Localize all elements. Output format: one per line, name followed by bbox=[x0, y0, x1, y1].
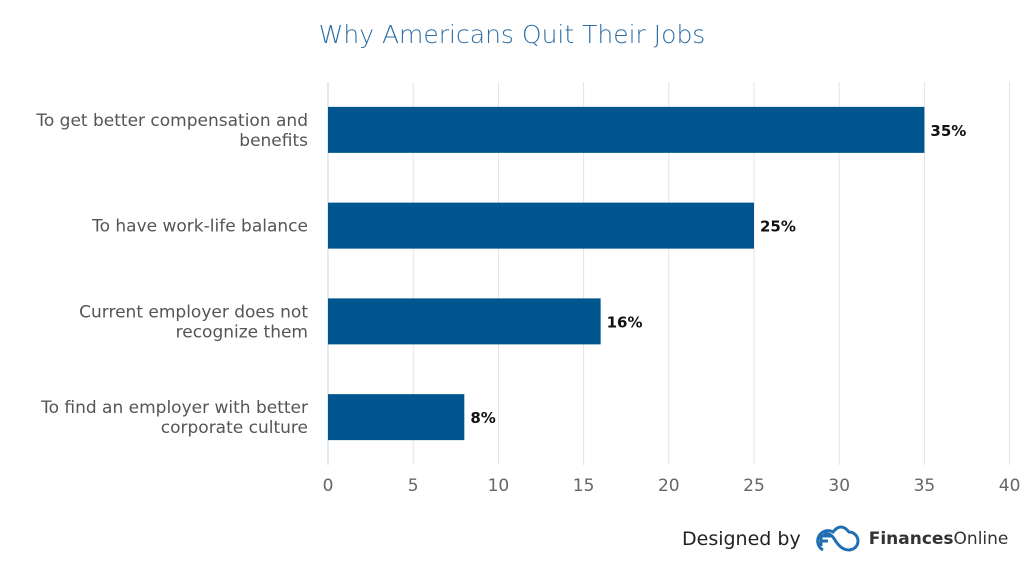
chart-title: Why Americans Quit Their Jobs bbox=[318, 20, 706, 49]
x-tick-label: 30 bbox=[828, 476, 850, 496]
data-label: 25% bbox=[760, 218, 796, 236]
category-label: To have work-life balance bbox=[91, 217, 308, 237]
designed-by-label: Designed by bbox=[682, 528, 801, 550]
x-tick-label: 25 bbox=[743, 476, 765, 496]
data-label: 35% bbox=[930, 122, 966, 140]
x-tick-label: 0 bbox=[323, 476, 334, 496]
bar bbox=[328, 202, 754, 249]
x-tick-label: 15 bbox=[573, 476, 595, 496]
category-label: To find an employer with better bbox=[40, 398, 308, 418]
footer-credit: Designed by FinancesOnline bbox=[682, 524, 1008, 554]
x-tick-label: 10 bbox=[488, 476, 510, 496]
brand-name: FinancesOnline bbox=[868, 529, 1009, 549]
x-tick-label: 40 bbox=[999, 476, 1021, 496]
bar bbox=[328, 106, 925, 153]
data-label: 16% bbox=[607, 313, 643, 331]
data-label: 8% bbox=[470, 409, 495, 427]
category-label: recognize them bbox=[176, 322, 308, 342]
category-label: Current employer does not bbox=[79, 302, 308, 322]
category-label: To get better compensation and bbox=[35, 111, 308, 131]
financesonline-logo-icon bbox=[815, 525, 860, 552]
x-tick-label: 35 bbox=[914, 476, 936, 496]
x-tick-label: 20 bbox=[658, 476, 680, 496]
x-tick-label: 5 bbox=[408, 476, 419, 496]
category-label: corporate culture bbox=[161, 418, 308, 438]
bar bbox=[328, 298, 601, 345]
bar bbox=[328, 394, 465, 441]
category-label: benefits bbox=[239, 131, 308, 151]
